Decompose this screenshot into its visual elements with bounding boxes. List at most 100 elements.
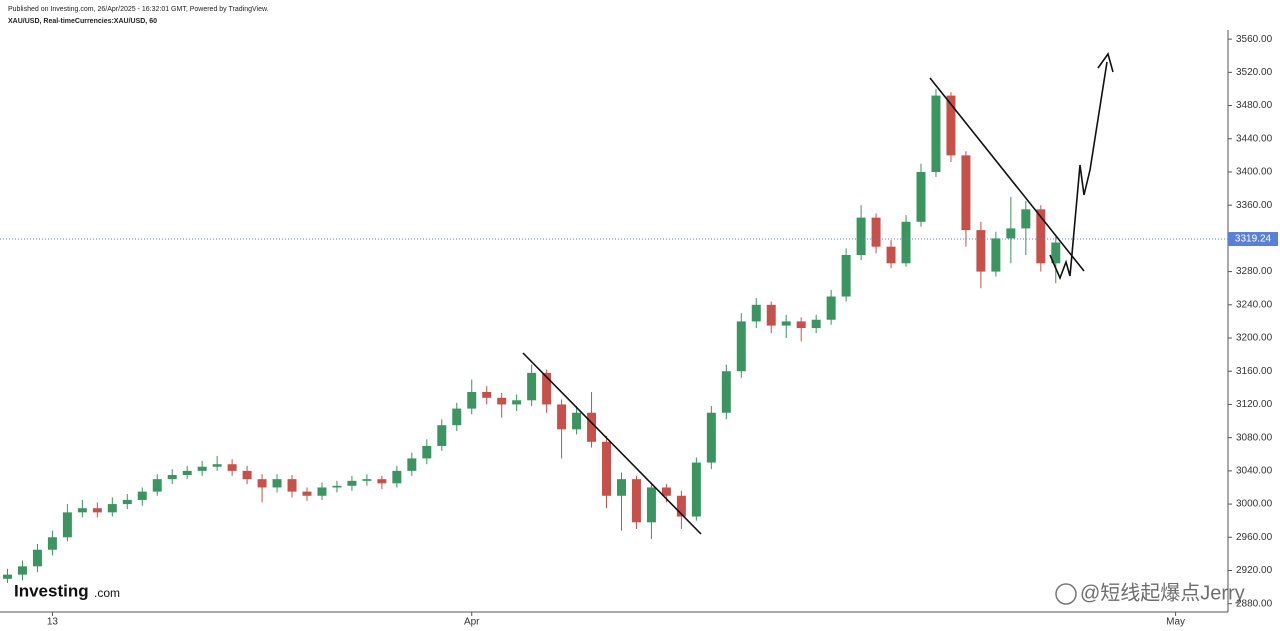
watermark-text: @短线起爆点Jerry (1080, 581, 1245, 604)
y-tick-label: 3480.00 (1236, 100, 1273, 111)
candle-body (512, 400, 522, 405)
candle-body (916, 171, 926, 222)
candle-body (242, 470, 252, 480)
x-tick-label: 13 (47, 617, 59, 628)
y-tick-label: 3280.00 (1236, 266, 1273, 277)
candle-body (796, 321, 806, 329)
plot-area (2, 88, 1061, 583)
candle-body (766, 304, 776, 326)
candle-body (1036, 209, 1046, 264)
candle-body (92, 508, 102, 513)
candle-body (616, 479, 626, 496)
candle-body (362, 479, 372, 481)
candle-body (497, 397, 507, 405)
candle-body (1021, 209, 1031, 229)
candle-body (901, 221, 911, 264)
candle-body (826, 296, 836, 320)
logo-text: Investing (14, 581, 89, 600)
candle-body (691, 462, 701, 517)
logo-suffix: .com (94, 586, 120, 600)
watermark: @短线起爆点Jerry (1055, 581, 1245, 605)
watermark-icon (1055, 583, 1077, 605)
y-tick-label: 3080.00 (1236, 432, 1273, 443)
last-price-label: 3319.24 (1235, 234, 1272, 245)
candle-body (227, 464, 237, 471)
candle-body (631, 479, 641, 523)
y-tick-label: 3200.00 (1236, 333, 1273, 344)
candle-body (47, 537, 57, 550)
candle-body (347, 480, 357, 486)
logo: Investing .com (14, 581, 120, 600)
candle-body (152, 479, 162, 492)
candle-body (272, 479, 282, 488)
candle-body (392, 470, 402, 484)
candle-body (721, 371, 731, 413)
candle-body (182, 470, 192, 476)
candle-body (32, 549, 42, 567)
candle-body (377, 479, 387, 484)
candle-body (1006, 228, 1016, 239)
candle-body (257, 479, 267, 488)
last-price-box (1228, 232, 1278, 247)
y-tick-label: 2920.00 (1236, 565, 1273, 576)
candle-body (736, 321, 746, 372)
candle-body (811, 319, 821, 329)
trend-line (522, 352, 702, 535)
candle-body (62, 512, 72, 538)
y-tick-label: 3240.00 (1236, 299, 1273, 310)
candle-body (751, 304, 761, 322)
forecast-arrow (1049, 61, 1108, 281)
trend-line (929, 77, 1085, 272)
y-tick-label: 3440.00 (1236, 133, 1273, 144)
candle-body (781, 321, 791, 326)
candle-body (961, 155, 971, 231)
y-tick-label: 3120.00 (1236, 399, 1273, 410)
y-tick-label: 3560.00 (1236, 34, 1273, 45)
y-tick-label: 3040.00 (1236, 465, 1273, 476)
candle-body (1051, 242, 1061, 264)
candle-body (302, 491, 312, 496)
y-tick-label: 3360.00 (1236, 200, 1273, 211)
y-tick-label: 3400.00 (1236, 167, 1273, 178)
candle-body (122, 499, 132, 505)
candle-body (2, 574, 12, 579)
candle-body (991, 238, 1001, 272)
chart-subtitle: Published on Investing.com, 26/Apr/2025 … (8, 6, 269, 13)
y-tick-label: 2880.00 (1236, 598, 1273, 609)
candle-body (212, 464, 222, 467)
candle-body (17, 566, 27, 575)
candle-body (946, 95, 956, 156)
candle-body (467, 391, 477, 409)
candle-body (452, 408, 462, 426)
candle-body (856, 217, 866, 255)
candle-body (107, 504, 117, 513)
candle-body (197, 466, 207, 471)
candle-body (287, 479, 297, 492)
chart-title: XAU/USD, Real-timeCurrencies:XAU/USD, 60 (8, 18, 157, 25)
x-tick-label: May (1166, 617, 1185, 628)
candle-body (77, 508, 87, 513)
candle-body (422, 445, 432, 459)
y-tick-label: 2960.00 (1236, 532, 1273, 543)
candle-body (976, 230, 986, 272)
candle-body (931, 95, 941, 172)
candle-body (886, 246, 896, 264)
y-tick-label: 3160.00 (1236, 366, 1273, 377)
candle-body (602, 441, 612, 496)
arrow-head (1097, 52, 1114, 73)
candle-body (167, 475, 177, 480)
candle-body (646, 487, 656, 523)
candle-body (706, 412, 716, 463)
candle-body (871, 217, 881, 247)
candle-body (676, 495, 686, 517)
candle-body (317, 487, 327, 496)
candle-body (332, 485, 342, 488)
candle-body (137, 491, 147, 500)
candle-body (587, 412, 597, 442)
candle-body (557, 404, 567, 430)
candle-body (661, 487, 671, 496)
candle-body (841, 254, 851, 297)
